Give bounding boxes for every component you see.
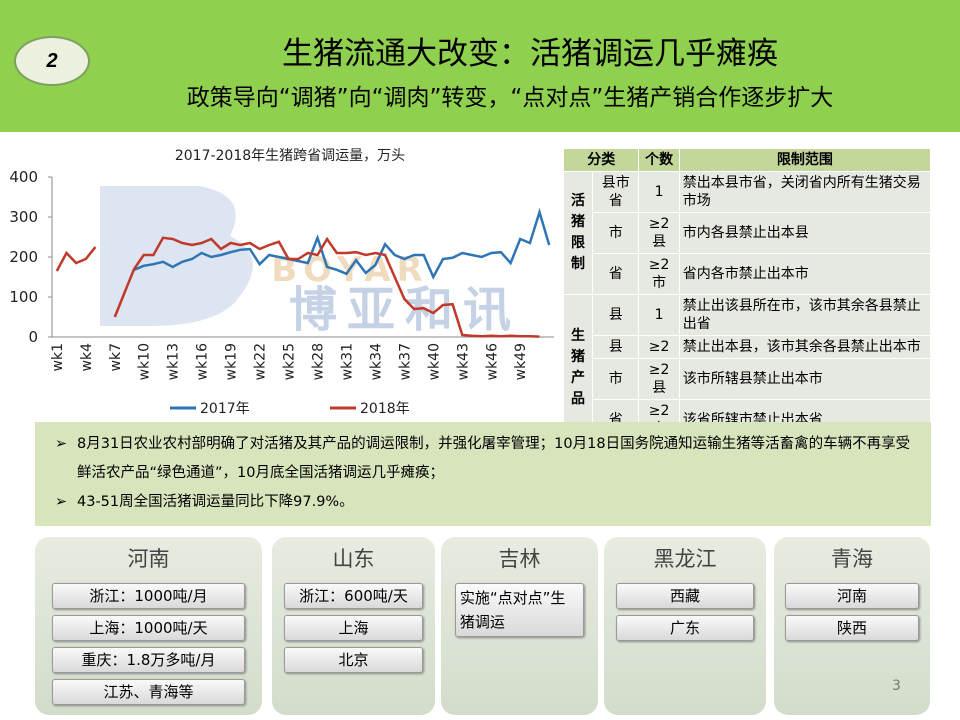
region-item: 上海 [284, 615, 423, 641]
header-cell: 限制范围 [678, 148, 932, 172]
cell: ≥2县 [638, 358, 680, 400]
region-item: 河南 [785, 583, 919, 609]
cell: 县市省 [591, 171, 640, 213]
region-box: 黑龙江 西藏 广东 [604, 537, 766, 715]
x-tick-label: wk7 [108, 343, 124, 371]
bullet: 8月31日农业农村部明确了对活猪及其产品的调运限制，并强化屠宰管理；10月18日… [53, 430, 913, 488]
cell: 禁止出该县所在市，该市其余各县禁止出省 [678, 294, 932, 336]
row: 省 ≥2市 省内各市禁止出本市 [564, 253, 932, 295]
x-tick-label: wk34 [368, 343, 384, 380]
bullet: 43-51周全国活猪调运量同比下降97.9%。 [53, 488, 913, 517]
restriction-table: 分类 个数 限制范围 活猪限制 县市省 1 禁出本县市省，关闭省内所有生猪交易市场市 ≥2县市… [562, 148, 932, 441]
legend-label: 2017年 [200, 401, 250, 417]
region-box: 山东浙江：600吨/天 上海北京 [272, 537, 435, 715]
region-box: 青海 河南 陕西 [774, 537, 930, 715]
x-tick-label: wk10 [137, 343, 153, 380]
region-item: 浙江：600吨/天 [284, 583, 423, 609]
watermark-chinese: 博亚和讯 [289, 282, 521, 338]
cell: 市 [591, 358, 640, 400]
header-cell: 分类 [562, 148, 640, 172]
cell: ≥2市 [638, 253, 680, 295]
cell: 禁止出本县，该市其余各县禁止出本市 [678, 335, 932, 359]
title: 生猪流通大改变：活猪调运几乎瘫痪 [282, 36, 778, 72]
subtitle: 政策导向“调猪”向“调肉”转变，“点对点”生猪产销合作逐步扩大 [186, 85, 834, 111]
bullets: 8月31日农业农村部明确了对活猪及其产品的调运限制，并强化屠宰管理；10月18日… [35, 422, 931, 526]
x-tick-label: wk43 [455, 343, 471, 380]
chart: BOYAR 博亚和讯 2017-2018年生猪跨省调运量，万头 01002003… [9, 148, 554, 417]
x-tick-label: wk28 [310, 343, 326, 380]
x-tick-label: wk22 [253, 343, 269, 380]
watermark-logo [100, 186, 253, 326]
row: 市 ≥2县 市内各县禁止出本县 [564, 212, 932, 254]
x-tick-label: wk49 [513, 343, 529, 380]
region-item: 北京 [284, 647, 423, 673]
cell: 省内各市禁止出本市 [678, 253, 932, 295]
group-cell: 活猪限制 [563, 171, 593, 295]
x-tick-label: wk13 [166, 343, 182, 380]
region-item: 重庆：1.8万多吨/月 [52, 647, 245, 673]
y-tick-label: 200 [9, 248, 38, 266]
region-item: 西藏 [615, 583, 755, 609]
x-tick-label: wk19 [224, 343, 240, 380]
region-item: 陕西 [785, 615, 919, 641]
x-tick-label: wk31 [339, 343, 355, 380]
region-name: 河南 [127, 547, 170, 571]
row: 活猪限制 县市省 1 禁出本县市省，关闭省内所有生猪交易市场 [563, 171, 932, 295]
page-number: 3 [892, 678, 901, 694]
cell: 1 [638, 294, 680, 336]
header-cell: 个数 [638, 148, 680, 172]
region-item: 实施“点对点”生猪调运 [454, 583, 585, 637]
cell: 省 [591, 253, 640, 295]
header: 2 生猪流通大改变：活猪调运几乎瘫痪 政策导向“调猪”向“调肉”转变，“点对点”… [0, 0, 960, 132]
y-tick-label: 300 [9, 208, 38, 226]
x-tick-label: wk16 [195, 343, 211, 380]
row: 市 ≥2县 该市所辖县禁止出本市 [564, 358, 932, 400]
x-tick-label: wk40 [426, 343, 442, 380]
region-item: 浙江：1000吨/月 [52, 583, 245, 609]
y-tick-label: 400 [9, 168, 38, 186]
region-item: 上海：1000吨/天 [52, 615, 245, 641]
y-tick-label: 100 [9, 288, 38, 306]
series-line [133, 207, 551, 280]
region-box: 吉林实施“点对点”生猪调运 [441, 537, 598, 715]
y-tick-label: 0 [28, 328, 38, 346]
x-tick-label: wk25 [282, 343, 298, 380]
region-name: 青海 [831, 547, 873, 571]
cell: ≥2县 [638, 212, 680, 254]
cell: 县 [591, 335, 640, 359]
region-item: 江苏、青海等 [52, 679, 245, 705]
cell: ≥2 [638, 335, 680, 359]
cell: 县 [591, 294, 640, 336]
cell: 1 [638, 171, 680, 213]
x-tick-label: wk37 [397, 343, 413, 380]
cell: 市内各县禁止出本县 [678, 212, 932, 254]
group-cell: 生猪产品 [563, 294, 593, 441]
cell: 禁出本县市省，关闭省内所有生猪交易市场 [678, 171, 932, 213]
region-name: 黑龙江 [653, 547, 717, 571]
header-row: 分类 个数 限制范围 [562, 148, 932, 172]
region-name: 山东 [332, 547, 375, 571]
region-item: 广东 [615, 615, 755, 641]
x-tick-label: wk1 [50, 343, 66, 371]
row: 县 ≥2 禁止出本县，该市其余各县禁止出本市 [564, 335, 932, 359]
cell: 该市所辖县禁止出本市 [678, 358, 932, 400]
region-box: 河南浙江：1000吨/月 上海：1000吨/天 重庆：1.8万多吨/月 江苏、青海等 [35, 537, 262, 715]
x-tick-label: wk46 [484, 343, 500, 380]
region-name: 吉林 [498, 547, 541, 571]
row: 生猪产品县 1 禁止出该县所在市，该市其余各县禁止出省 [563, 294, 932, 441]
chart-title: 2017-2018年生猪跨省调运量，万头 [175, 148, 405, 164]
series-line [55, 236, 540, 338]
legend-label: 2018年 [360, 401, 410, 417]
badge: 2 [14, 36, 90, 86]
cell: 市 [591, 212, 640, 254]
x-tick-label: wk4 [79, 343, 95, 372]
